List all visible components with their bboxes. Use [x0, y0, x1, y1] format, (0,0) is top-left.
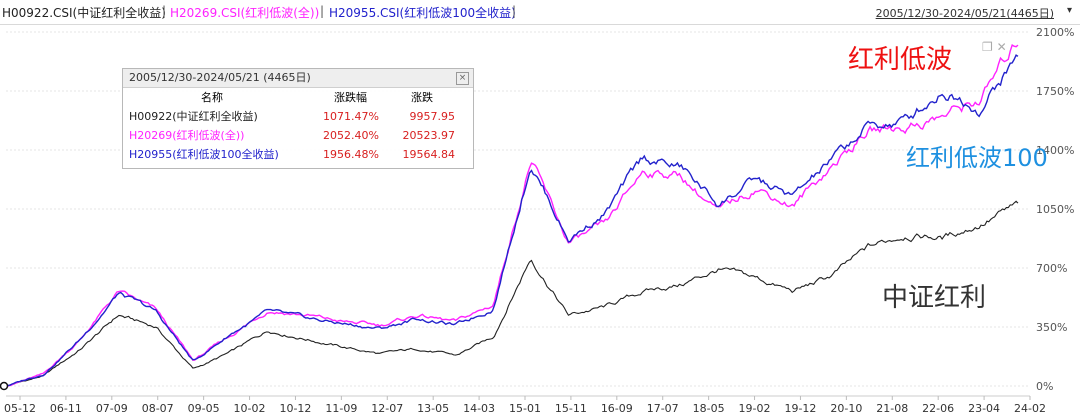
y-tick-label: 1050%: [1036, 203, 1074, 216]
y-tick-label: 700%: [1036, 262, 1067, 275]
date-range-selector[interactable]: 2005/12/30-2024/05/21(4465日): [875, 7, 1054, 20]
legend-separator: |: [512, 4, 517, 18]
annotation-honglidibo: 红利低波: [848, 45, 952, 75]
row-pct: 2052.40%: [323, 129, 379, 142]
table-row[interactable]: H20269(红利低波(全)) 2052.40% 20523.97: [123, 126, 473, 145]
annotation-zhongzhenghongli: 中证红利: [882, 283, 986, 313]
x-tick-label: 10-12: [279, 402, 311, 415]
x-tick-label: 10-02: [234, 402, 266, 415]
row-chg: 19564.84: [402, 148, 456, 161]
chart-annotations: 红利低波 红利低波100 中证红利: [848, 45, 1048, 313]
x-tick-label: 15-01: [509, 402, 541, 415]
table-row[interactable]: H20955(红利低波100全收益) 1956.48% 19564.84: [123, 145, 473, 164]
x-tick-label: 12-07: [371, 402, 403, 415]
header-name: 名称: [201, 91, 223, 104]
y-tick-label: 0%: [1036, 380, 1053, 393]
y-tick-label: 2100%: [1036, 26, 1074, 39]
x-tick-label: 06-11: [50, 402, 82, 415]
dropdown-caret-icon[interactable]: ▾: [1066, 5, 1072, 16]
x-tick-label: 05-12: [4, 402, 36, 415]
x-tick-label: 11-09: [325, 402, 357, 415]
x-tick-label: 17-07: [647, 402, 679, 415]
close-icon[interactable]: ×: [456, 72, 469, 85]
chart-area: 0% 350% 700% 1050% 1400% 1750% 2100% 05-12 06-1…: [0, 26, 1074, 415]
row-name: H20269(红利低波(全)): [129, 129, 245, 142]
series-line-h20269: [6, 44, 1019, 387]
y-tick-label: 1750%: [1036, 85, 1074, 98]
annotation-honglidibo100: 红利低波100: [906, 144, 1048, 172]
row-chg: 9957.95: [409, 110, 456, 123]
stats-table: 名称 涨跌幅 涨跌 H00922(中证红利全收益) 1071.47% 9957.…: [123, 88, 473, 164]
chart-series: [0, 44, 1019, 391]
x-tick-label: 21-08: [876, 402, 908, 415]
x-tick-label: 23-04: [968, 402, 1000, 415]
x-tick-label: 18-05: [693, 402, 725, 415]
start-marker: [0, 381, 9, 391]
header-pct: 涨跌幅: [334, 91, 367, 104]
row-pct: 1956.48%: [323, 148, 379, 161]
y-tick-label: 1400%: [1036, 144, 1074, 157]
x-tick-label: 14-03: [463, 402, 495, 415]
stats-panel: 2005/12/30-2024/05/21 (4465日) × 名称 涨跌幅 涨…: [122, 68, 474, 169]
chart-grid: [6, 31, 1030, 387]
row-name: H00922(中证红利全收益): [129, 110, 258, 123]
stats-panel-title: 2005/12/30-2024/05/21 (4465日): [123, 69, 473, 88]
legend-separator: |: [320, 4, 325, 18]
x-axis: 05-12 06-11 07-09 08-07 09-05 10-02 10-12 11-09…: [4, 395, 1046, 415]
x-tick-label: 24-02: [1014, 402, 1046, 415]
x-tick-label: 15-11: [555, 402, 587, 415]
stats-table-header: 名称 涨跌幅 涨跌: [123, 88, 473, 107]
x-tick-label: 19-02: [739, 402, 771, 415]
legend-bar: H00922.CSI(中证红利全收益) | H20269.CSI(红利低波(全)…: [0, 0, 1080, 25]
legend-item-h00922[interactable]: H00922.CSI(中证红利全收益): [2, 6, 166, 20]
x-tick-label: 20-10: [830, 402, 862, 415]
window-controls: ❐ ✕: [982, 40, 1007, 54]
x-tick-label: 19-12: [784, 402, 816, 415]
legend-separator: |: [162, 4, 167, 18]
row-name: H20955(红利低波100全收益): [129, 148, 279, 161]
series-line-h20955: [5, 54, 1019, 387]
legend-item-h20955[interactable]: H20955.CSI(红利低波100全收益): [329, 6, 516, 20]
close-icon[interactable]: ✕: [996, 40, 1007, 54]
x-tick-label: 09-05: [188, 402, 220, 415]
x-tick-label: 08-07: [142, 402, 174, 415]
restore-icon[interactable]: ❐: [982, 40, 993, 54]
x-tick-label: 07-09: [96, 402, 128, 415]
y-tick-label: 350%: [1036, 321, 1067, 334]
table-row[interactable]: H00922(中证红利全收益) 1071.47% 9957.95: [123, 107, 473, 126]
x-tick-label: 13-05: [417, 402, 449, 415]
x-tick-label: 22-06: [922, 402, 954, 415]
legend-item-h20269[interactable]: H20269.CSI(红利低波(全)): [170, 6, 320, 20]
row-pct: 1071.47%: [323, 110, 379, 123]
y-axis: 0% 350% 700% 1050% 1400% 1750% 2100%: [1036, 26, 1074, 393]
header-chg: 涨跌: [411, 91, 433, 104]
series-line-h00922: [5, 200, 1019, 387]
x-tick-label: 16-09: [601, 402, 633, 415]
row-chg: 20523.97: [402, 129, 456, 142]
